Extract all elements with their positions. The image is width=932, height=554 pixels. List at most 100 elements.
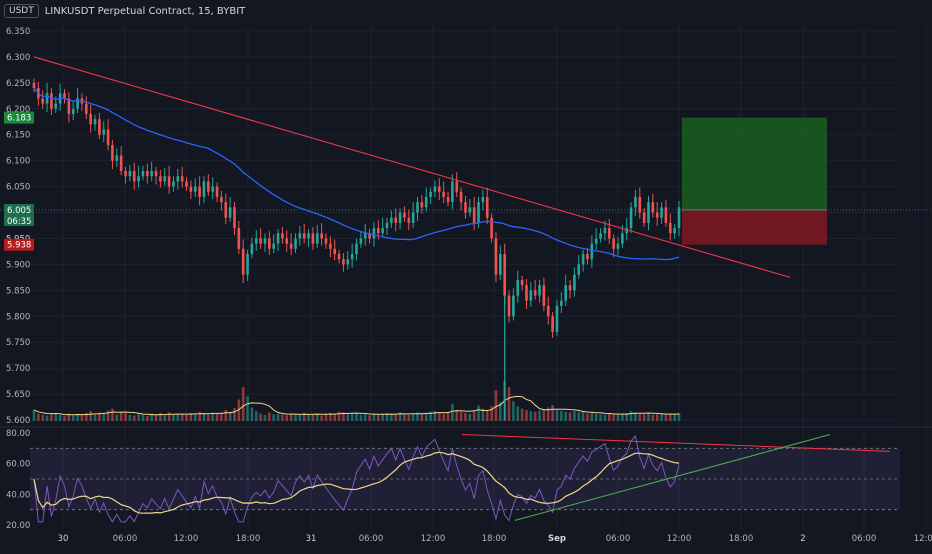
candle-body <box>668 222 672 234</box>
volume-bar <box>102 413 106 421</box>
volume-bar <box>529 411 533 421</box>
price-tick-label: 6.350 <box>6 27 30 37</box>
volume-bar <box>577 412 581 421</box>
time-tick-label: 18:00 <box>729 534 754 544</box>
rsi-tick-label: 80.00 <box>6 429 30 439</box>
candle-body <box>564 285 567 301</box>
volume-bar <box>368 415 371 421</box>
candle-body <box>385 222 389 229</box>
volume-bar <box>54 413 58 421</box>
volume-bar <box>93 414 97 421</box>
volume-bar <box>259 413 262 421</box>
candle-body <box>84 103 88 114</box>
volume-bar <box>128 414 132 421</box>
candle-body <box>490 217 493 239</box>
candle-body <box>577 264 581 275</box>
volume-bar <box>538 410 541 421</box>
volume-bar <box>329 413 332 421</box>
volume-bar <box>311 414 315 421</box>
candle-body <box>211 186 214 192</box>
candle-body <box>499 254 502 275</box>
rsi-tick-label: 40.00 <box>6 490 30 500</box>
candle-body <box>634 196 637 208</box>
volume-bar <box>560 411 563 421</box>
candle-body <box>603 228 607 234</box>
candle-body <box>259 238 262 244</box>
target-badge-value: 6.183 <box>7 114 31 124</box>
price-tick-label: 6.050 <box>6 183 30 193</box>
volume-bar <box>224 409 228 421</box>
volume-bar <box>315 413 319 421</box>
candle-body <box>76 98 79 109</box>
candle-body <box>411 212 415 223</box>
candle-body <box>89 113 92 125</box>
stop-badge <box>4 238 34 251</box>
candle-body <box>246 254 249 275</box>
candle-body <box>546 305 550 317</box>
volume-bar <box>573 411 576 421</box>
chart-header: USDT LINKUSDT Perpetual Contract, 15, BY… <box>4 4 245 18</box>
candle-body <box>32 82 36 89</box>
candle-body <box>560 300 563 306</box>
candle-body <box>224 202 228 218</box>
volume-bar <box>41 414 45 421</box>
candle-body <box>233 207 236 229</box>
rsi-tick-label: 20.00 <box>6 521 30 531</box>
volume-bar <box>590 413 594 421</box>
price-tick-label: 6.100 <box>6 157 30 167</box>
volume-bar <box>32 409 36 421</box>
volume-bar <box>115 414 119 421</box>
candle-body <box>520 279 524 286</box>
candle-body <box>324 238 328 244</box>
volume-bars <box>32 381 681 421</box>
volume-bar <box>71 415 75 421</box>
moving-average-line <box>33 87 680 261</box>
candle-body <box>621 233 624 244</box>
candle-body <box>50 93 53 109</box>
volume-bar <box>150 413 153 421</box>
candle-body <box>41 98 45 104</box>
price-axis: 6.3506.3006.2506.2006.1506.1006.0506.000… <box>6 27 30 531</box>
volume-bar <box>289 413 293 421</box>
rsi-resistance-line <box>461 434 891 452</box>
volume-bar <box>551 405 554 421</box>
volume-bar <box>198 411 201 421</box>
currency-badge[interactable]: USDT <box>4 4 39 18</box>
time-tick-label: 12:00 <box>421 534 446 544</box>
candle-body <box>111 145 114 161</box>
candle-body <box>320 233 323 239</box>
candle-body <box>638 196 642 213</box>
candle-body <box>350 254 354 260</box>
candle-body <box>673 228 676 234</box>
candle-body <box>106 129 110 146</box>
candle-body <box>298 233 302 239</box>
candle-body <box>660 207 663 218</box>
candle-body <box>372 228 376 239</box>
volume-bar <box>634 412 637 421</box>
volume-bar <box>350 413 354 421</box>
volume-bar <box>424 413 428 421</box>
volume-bar <box>398 412 402 421</box>
volume-bar <box>241 387 245 421</box>
candle-body <box>647 202 650 223</box>
candle-body <box>132 171 136 182</box>
candle-body <box>220 196 223 203</box>
time-tick-label: 06:00 <box>113 534 138 544</box>
candle-body <box>333 248 337 255</box>
volume-bar <box>390 413 393 421</box>
stop-zone <box>682 209 827 245</box>
volume-bar <box>621 413 624 421</box>
price-tick-label: 5.650 <box>6 390 30 400</box>
candle-body <box>202 181 206 197</box>
volume-bar <box>612 414 615 421</box>
volume-bar <box>76 414 79 421</box>
candle-body <box>241 248 245 275</box>
time-tick-label: Sep <box>548 534 566 544</box>
volume-bar <box>564 411 567 421</box>
volume-bar <box>294 414 297 421</box>
candle-body <box>542 285 546 306</box>
candle-body <box>368 233 371 239</box>
